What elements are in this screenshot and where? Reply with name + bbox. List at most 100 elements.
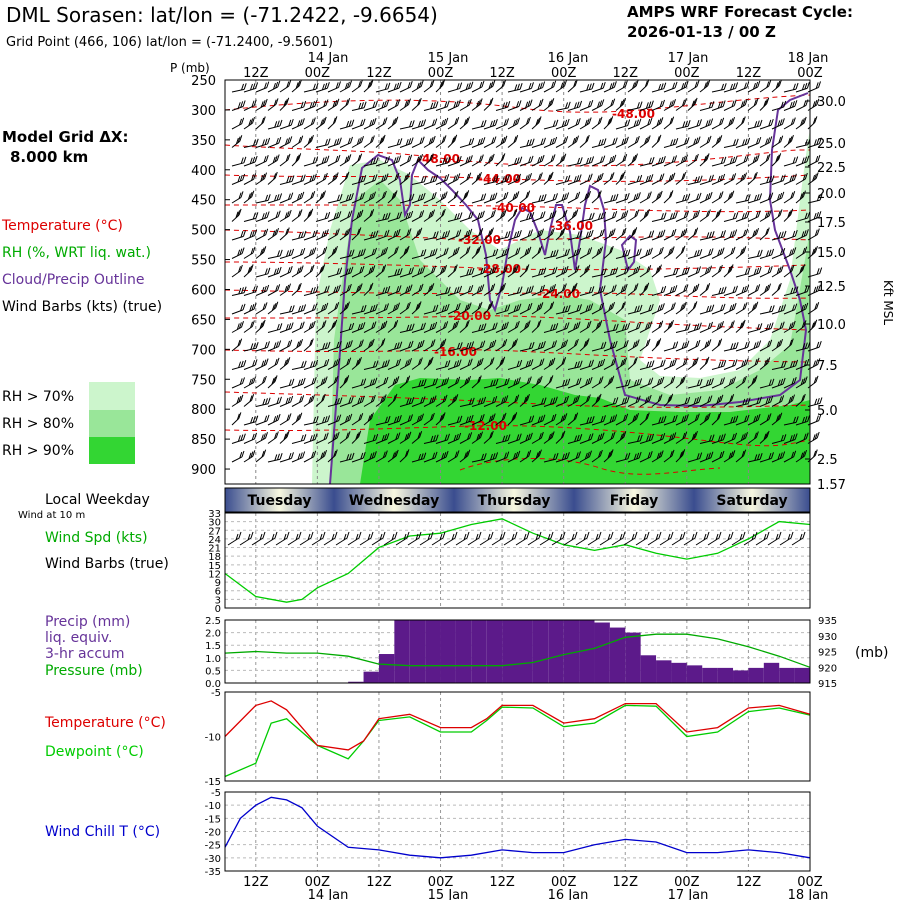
wind-barb: [435, 338, 447, 352]
wind-barb: [327, 284, 341, 296]
wind-barb: [711, 450, 725, 463]
wind-barb: [603, 228, 616, 241]
wind-barb: [567, 230, 583, 241]
wind-barb-10m: [683, 531, 698, 546]
wind-barb: [699, 434, 715, 444]
wind-barb: [459, 137, 475, 148]
wind-barb: [495, 395, 509, 407]
wind-barb: [639, 377, 654, 389]
wind-barb: [447, 134, 458, 148]
wind-barb: [507, 412, 518, 426]
wind-barb: [303, 82, 319, 93]
wind-barb: [435, 100, 450, 111]
y-tick-label: -30: [205, 854, 221, 865]
wind-barb: [303, 359, 319, 370]
wind-barb-10m: [599, 531, 614, 546]
wind-barb: [771, 79, 782, 93]
cloud-outline: [329, 92, 809, 485]
wind-barb: [639, 265, 652, 278]
wind-barb: [567, 118, 581, 130]
wind-barb: [615, 80, 628, 93]
wind-barb: [531, 228, 544, 241]
wind-barb-10m: [767, 531, 782, 546]
wind-barb: [231, 230, 246, 241]
wind-barb: [459, 319, 470, 333]
wind-barb: [507, 173, 521, 185]
wind-barb: [315, 320, 327, 333]
height-tick-label: 12.5: [817, 280, 846, 295]
wind-barb: [399, 358, 412, 370]
wind-barb: [615, 266, 630, 278]
wind-barb: [363, 117, 377, 130]
wind-barb: [771, 247, 786, 259]
wind-barb: [747, 98, 759, 111]
y-tick-label: 2.5: [205, 616, 221, 627]
wind-barb-10m: [791, 531, 806, 546]
pressure-tick-label: 450: [191, 194, 216, 209]
wind-barb: [387, 393, 398, 407]
wind-barb: [651, 359, 666, 370]
wind-barb: [687, 266, 701, 278]
wind-barb: [507, 303, 522, 315]
wind-barb: [579, 247, 593, 259]
wind-barb: [567, 412, 579, 426]
wind-barb: [399, 193, 415, 204]
wind-barb: [759, 266, 773, 278]
precip-bar: [671, 662, 687, 683]
wind-barb-10m: [647, 531, 662, 546]
wind-barb: [471, 375, 482, 389]
wind-barb-10m: [779, 531, 794, 546]
wind-barb: [519, 190, 531, 204]
wind-barb: [687, 192, 702, 204]
wind-barb: [795, 99, 809, 111]
wind-barb: [651, 450, 664, 463]
wind-barb: [711, 230, 726, 241]
wind-barb: [747, 284, 761, 296]
wind-barb: [639, 433, 655, 444]
wind-barb: [759, 227, 770, 241]
wind-barb: [327, 154, 341, 167]
wind-barb: [531, 431, 544, 444]
wind-barb: [339, 98, 351, 111]
legend-temperature: Temperature (°C): [1, 218, 123, 234]
wind-barb: [255, 432, 268, 444]
wind-barb: [663, 432, 677, 444]
top-hour-label: 12Z: [489, 66, 515, 81]
wind-barb: [495, 135, 508, 148]
wind-barb: [315, 172, 328, 185]
wind-barb: [771, 338, 784, 352]
wind-barb: [255, 358, 269, 370]
wind-barb: [687, 430, 698, 444]
wind-barb: [243, 450, 256, 463]
height-tick-label: 22.5: [817, 161, 846, 176]
wind-barb: [687, 80, 700, 93]
wind-barb: [303, 173, 317, 185]
wind-barb: [375, 99, 390, 111]
wind-barb: [579, 173, 593, 185]
wind-barb: [651, 394, 663, 407]
y-tick-label: 33: [208, 509, 221, 520]
wind-barb: [747, 431, 759, 444]
wind-barb: [495, 209, 507, 222]
wind-barb-10m: [491, 531, 506, 546]
wind-barb: [651, 376, 665, 389]
wind-barb: [675, 228, 688, 241]
wind-barb: [759, 175, 775, 185]
wind-barb: [615, 227, 627, 241]
wind-barb: [387, 320, 399, 333]
wind-barb: [471, 357, 484, 370]
wind-barb: [255, 137, 271, 148]
wind-barb: [339, 119, 355, 130]
wind-barb: [579, 212, 595, 222]
wind-barb: [363, 451, 377, 463]
wind-barb: [279, 395, 294, 407]
wind-barb: [555, 248, 570, 259]
wind-barb: [315, 449, 328, 463]
wind-barb: [531, 137, 546, 148]
wind-barb: [303, 229, 318, 241]
y-tick-label: 9: [215, 578, 221, 589]
wind-barb: [339, 375, 350, 389]
wind-barb: [759, 80, 772, 93]
wind-barb: [699, 451, 714, 463]
